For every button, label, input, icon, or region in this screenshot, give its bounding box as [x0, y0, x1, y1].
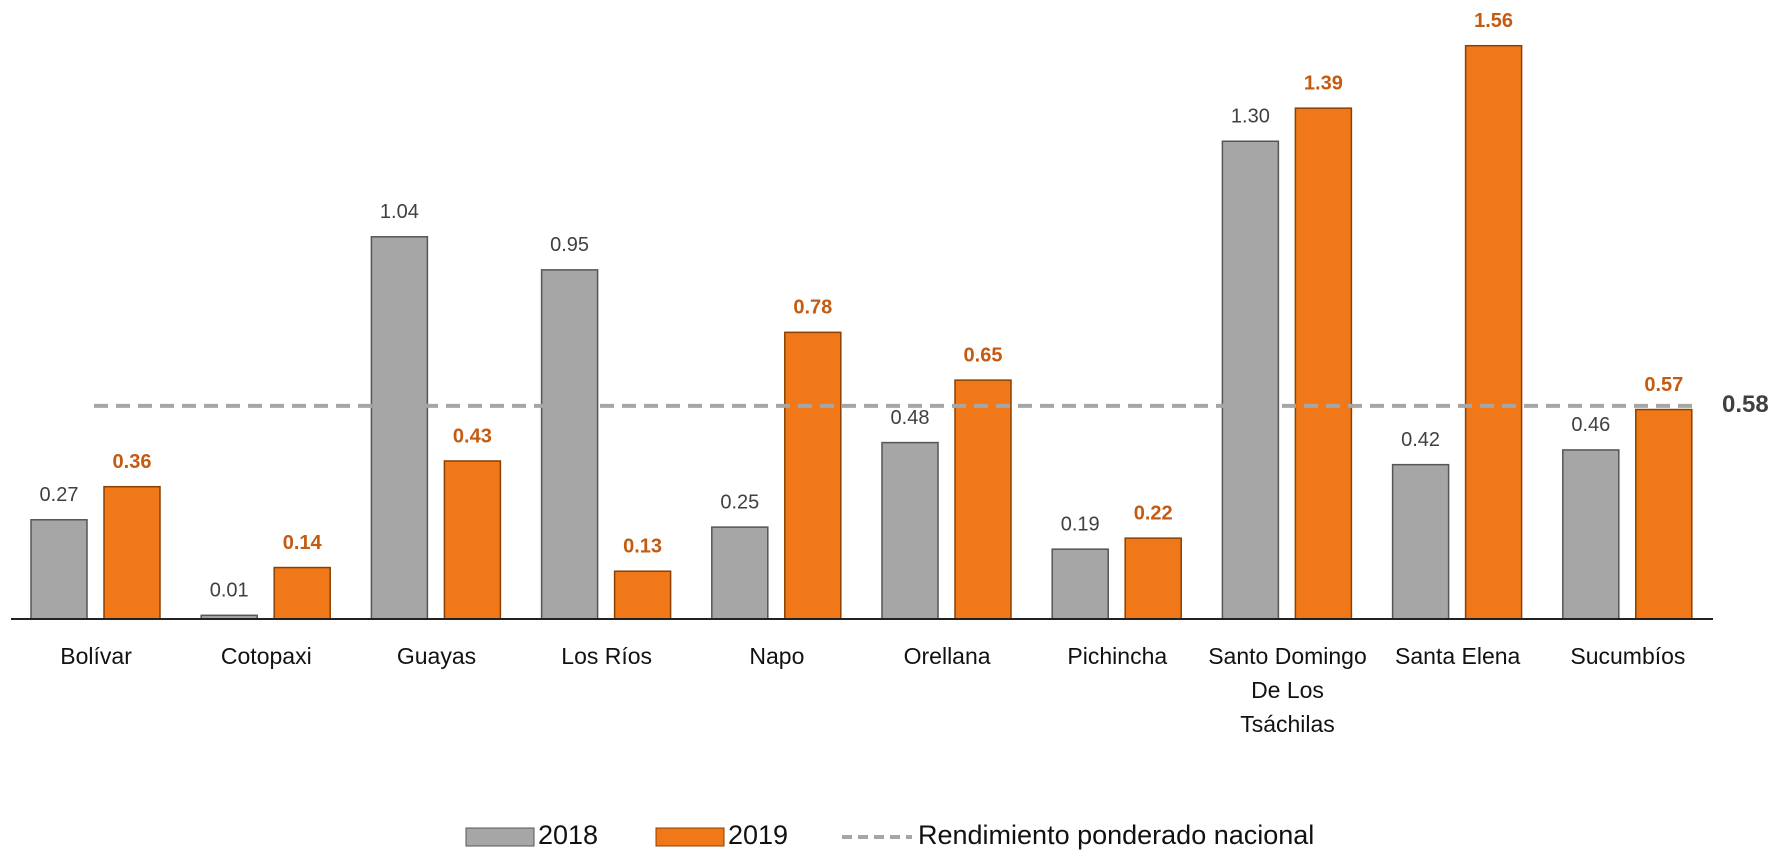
bar	[1393, 465, 1449, 619]
value-label: 0.25	[720, 491, 759, 513]
bar	[274, 568, 330, 619]
bar	[785, 332, 841, 619]
value-label: 0.43	[453, 425, 492, 447]
x-tick-label: Santo Domingo De Los Tsáchilas	[1203, 639, 1373, 741]
value-label: 0.95	[550, 234, 589, 256]
value-label: 0.48	[891, 407, 930, 429]
legend-label: 2018	[538, 820, 598, 850]
legend-swatch	[466, 828, 534, 846]
bar	[882, 443, 938, 619]
value-label: 0.42	[1401, 429, 1440, 451]
bar	[1125, 538, 1181, 619]
x-tick-label: Santa Elena	[1373, 639, 1543, 673]
bar	[1466, 46, 1522, 619]
bar	[712, 527, 768, 619]
value-label: 0.14	[283, 532, 323, 554]
bar	[615, 571, 671, 619]
bar	[955, 380, 1011, 619]
chart: 0.27 0.01 1.04 0.95 0.25 0.48 0.19 1.30 0.42 0.46…	[0, 0, 1781, 852]
value-label: 0.19	[1061, 513, 1100, 535]
legend-label: Rendimiento ponderado nacional	[918, 820, 1314, 850]
x-tick-label: Orellana	[862, 639, 1032, 673]
value-label: 1.56	[1474, 10, 1513, 32]
value-label: 1.30	[1231, 106, 1270, 128]
bar	[542, 270, 598, 619]
x-tick-label: Guayas	[352, 639, 522, 673]
bar	[371, 237, 427, 619]
bar	[444, 461, 500, 619]
value-label: 0.78	[793, 297, 832, 319]
value-label: 0.27	[40, 484, 79, 506]
bar	[104, 487, 160, 619]
value-label: 0.46	[1571, 414, 1610, 436]
x-tick-label: Cotopaxi	[181, 639, 351, 673]
x-tick-label: Pichincha	[1032, 639, 1202, 673]
value-label: 1.39	[1304, 72, 1343, 94]
value-label: 0.13	[623, 536, 662, 558]
chart-svg: 0.27 0.01 1.04 0.95 0.25 0.48 0.19 1.30 0.42 0.46…	[0, 0, 1781, 852]
value-label: 0.01	[210, 580, 249, 602]
value-label: 0.36	[113, 451, 152, 473]
bar	[1222, 141, 1278, 619]
reference-label: 0.58	[1722, 391, 1769, 418]
x-tick-label: Bolívar	[11, 639, 181, 673]
x-tick-label: Sucumbíos	[1543, 639, 1713, 673]
x-tick-label: Napo	[692, 639, 862, 673]
value-label: 0.65	[964, 344, 1003, 366]
bar	[1563, 450, 1619, 619]
bar	[1295, 108, 1351, 619]
value-label: 0.57	[1644, 374, 1683, 396]
value-label: 1.04	[380, 201, 419, 223]
x-tick-label: Los Ríos	[522, 639, 692, 673]
bar	[31, 520, 87, 619]
legend-label: 2019	[728, 820, 788, 850]
bar	[1052, 549, 1108, 619]
legend-swatch	[656, 828, 724, 846]
value-label: 0.22	[1134, 502, 1173, 524]
bar	[1636, 410, 1692, 619]
